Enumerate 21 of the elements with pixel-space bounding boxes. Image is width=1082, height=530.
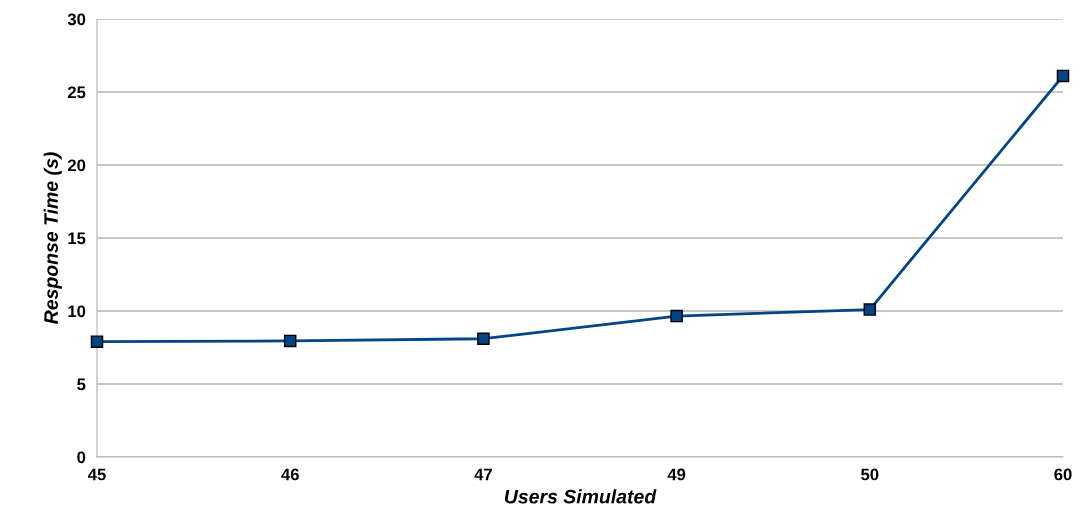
y-axis-title: Response Time (s) [43, 152, 62, 324]
point [863, 303, 877, 316]
x-tick-label: 50 [861, 468, 879, 481]
point [283, 334, 297, 348]
x-tick-label: 60 [1054, 468, 1072, 481]
x-tick-label: 49 [667, 468, 686, 481]
y-tick-label: 5 [77, 378, 86, 391]
point [670, 309, 683, 323]
y-tick-label: 25 [67, 86, 86, 99]
x-tick-label: 47 [474, 468, 492, 481]
y-tick-label: 30 [67, 13, 86, 26]
point [90, 335, 104, 348]
y-tick-label: 10 [68, 305, 86, 318]
y-tick-label: 15 [68, 232, 86, 245]
x-tick-label: 46 [281, 468, 299, 481]
point [477, 332, 490, 345]
y-tick-label: 0 [77, 451, 86, 464]
y-tick-label: 20 [67, 159, 86, 172]
x-axis-title: Users Simulated [504, 489, 657, 504]
point [1056, 69, 1070, 83]
x-tick-label: 45 [87, 468, 106, 481]
